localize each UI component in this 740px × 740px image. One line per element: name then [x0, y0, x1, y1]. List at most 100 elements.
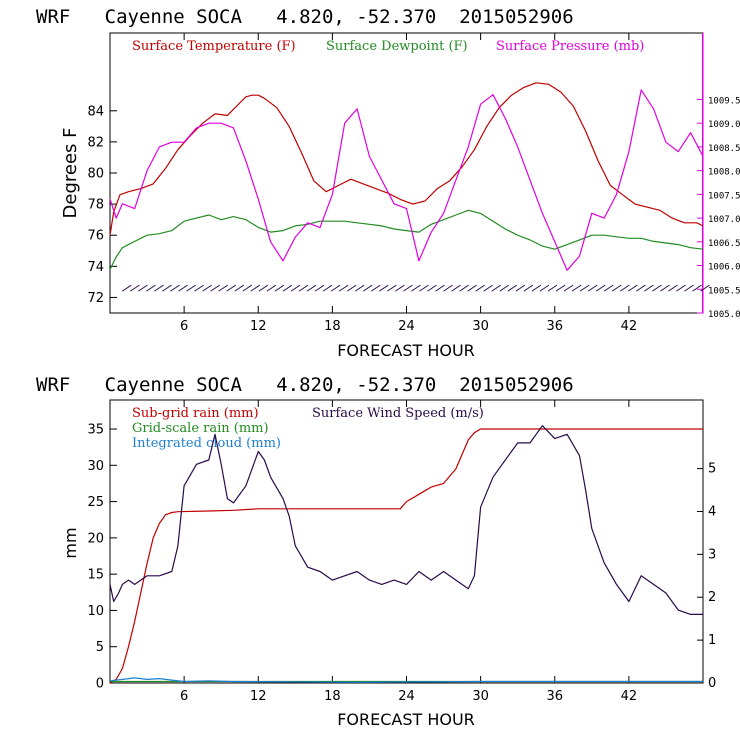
wind-barb	[234, 284, 245, 292]
wind-barb	[419, 284, 429, 292]
wind-barb	[130, 284, 140, 292]
wind-barb	[491, 284, 502, 292]
chart1-xtick-label: 12	[250, 319, 267, 334]
chart1-ytick-label: 80	[87, 167, 104, 182]
chart2-ylabel: mm	[61, 527, 80, 558]
chart1-y2tick-label: 1006.5	[708, 239, 740, 249]
chart2-ytick-label: 0	[96, 677, 104, 692]
wind-barb	[515, 284, 526, 292]
chart1-series	[109, 82, 704, 271]
chart1-series-surface-pressure	[109, 89, 704, 271]
wind-barb	[138, 284, 148, 292]
wind-barb	[619, 284, 630, 292]
wind-barb	[435, 284, 445, 292]
chart2-series-surface-wind-speed	[109, 425, 703, 616]
chart1-y2tick-label: 1006.0	[708, 263, 740, 273]
chart2-xtick-label: 6	[180, 689, 188, 704]
wind-barb	[403, 284, 413, 292]
chart1-ytick-label: 82	[87, 135, 104, 150]
chart-temperature: WRF Cayenne SOCA 4.820, -52.370 20150529…	[36, 6, 740, 360]
wind-barb	[579, 284, 590, 292]
chart2-legend-wind: Surface Wind Speed (m/s)	[312, 406, 484, 421]
chart1-ytick-label: 74	[87, 260, 104, 275]
chart1-y2tick-label: 1009.0	[708, 120, 740, 130]
chart1-y2tick-label: 1007.0	[708, 215, 740, 225]
chart1-legend-pressure: Surface Pressure (mb)	[496, 39, 644, 54]
chart2-ytick-label: 30	[87, 459, 104, 474]
chart2-xtick-label: 24	[398, 689, 415, 704]
chart1-y2tick-label: 1005.5	[708, 286, 740, 296]
wind-barb	[451, 284, 461, 292]
wind-barb	[483, 284, 493, 292]
chart1-xtick-label: 36	[546, 319, 563, 334]
wind-barb	[194, 284, 204, 292]
wind-barb	[282, 284, 293, 292]
wind-barb	[186, 284, 196, 292]
wind-barb	[499, 284, 510, 292]
wind-barb	[122, 284, 132, 292]
wind-barb	[274, 284, 285, 292]
chart1-xtick-label: 18	[324, 319, 341, 334]
chart2-xtick-label: 42	[621, 689, 638, 704]
chart2-y2tick-label: 3	[708, 547, 716, 562]
wind-barb	[555, 284, 566, 292]
wind-barb	[652, 284, 662, 292]
wind-barb	[563, 284, 574, 292]
chart1-xlabel: FORECAST HOUR	[337, 341, 475, 360]
chart1-y2tick-label: 1008.0	[708, 168, 740, 178]
chart2-xtick-label: 12	[250, 689, 267, 704]
chart2-y2tick-label: 4	[708, 504, 716, 519]
chart1-legend-dewpoint: Surface Dewpoint (F)	[326, 39, 468, 54]
chart1-y2tick-label: 1008.5	[708, 144, 740, 154]
wind-barb	[218, 284, 228, 292]
chart2-legend-subgrid: Sub-grid rain (mm)	[132, 406, 259, 421]
wind-barb	[692, 284, 702, 292]
wind-barb	[636, 284, 646, 292]
chart2-legend-cloud: Integrated cloud (mm)	[132, 436, 281, 451]
chart2-series	[109, 425, 703, 684]
chart1-wind-barbs	[122, 284, 710, 292]
wind-barb	[266, 284, 277, 292]
chart1-y2tick-label: 1009.5	[708, 96, 740, 106]
chart2-legend-gridscale: Grid-scale rain (mm)	[132, 421, 269, 436]
wind-barb	[178, 284, 188, 292]
wind-barb	[162, 284, 172, 292]
chart1-y2tick-label: 1007.5	[708, 191, 740, 201]
wind-barb	[443, 284, 453, 292]
chart1-series-surface-temperature	[109, 82, 704, 236]
chart2-y2tick-label: 5	[708, 462, 716, 477]
wind-barb	[587, 284, 598, 292]
wind-barb	[603, 284, 614, 292]
chart1-xtick-label: 30	[472, 319, 489, 334]
chart1-ytick-label: 84	[87, 104, 104, 119]
chart1-ytick-label: 76	[87, 229, 104, 244]
wind-barb	[684, 284, 694, 292]
wind-barb	[250, 284, 261, 292]
chart2-y2tick-label: 0	[708, 676, 716, 691]
wind-barb	[668, 284, 678, 292]
chart2-ytick-label: 20	[87, 531, 104, 546]
chart2-series-integrated-cloud	[109, 677, 703, 683]
wind-barb	[170, 284, 180, 292]
wind-barb	[354, 284, 365, 292]
wind-barb	[154, 284, 164, 292]
wind-barb	[611, 284, 622, 292]
chart1-xtick-label: 42	[621, 319, 638, 334]
wind-barb	[242, 284, 253, 292]
chart1-ylabel: Degrees F	[60, 128, 81, 219]
wind-barb	[290, 284, 301, 292]
wind-barb	[595, 284, 606, 292]
wind-barb	[371, 284, 381, 292]
wind-barb	[644, 284, 654, 292]
wind-barb	[226, 284, 237, 292]
wind-barb	[306, 284, 317, 292]
wind-barb	[507, 284, 518, 292]
wind-barb	[475, 284, 485, 292]
chart2-xtick-label: 30	[472, 689, 489, 704]
chart2-ytick-label: 5	[96, 640, 104, 655]
chart1-ytick-label: 72	[87, 291, 104, 306]
chart1-axes: 6 12 18 24 30 36 42 72 74 76 78 80 82 84 1005.0 1005.5 1…	[87, 33, 740, 334]
wind-barb	[467, 284, 477, 292]
chart2-ytick-label: 10	[87, 604, 104, 619]
